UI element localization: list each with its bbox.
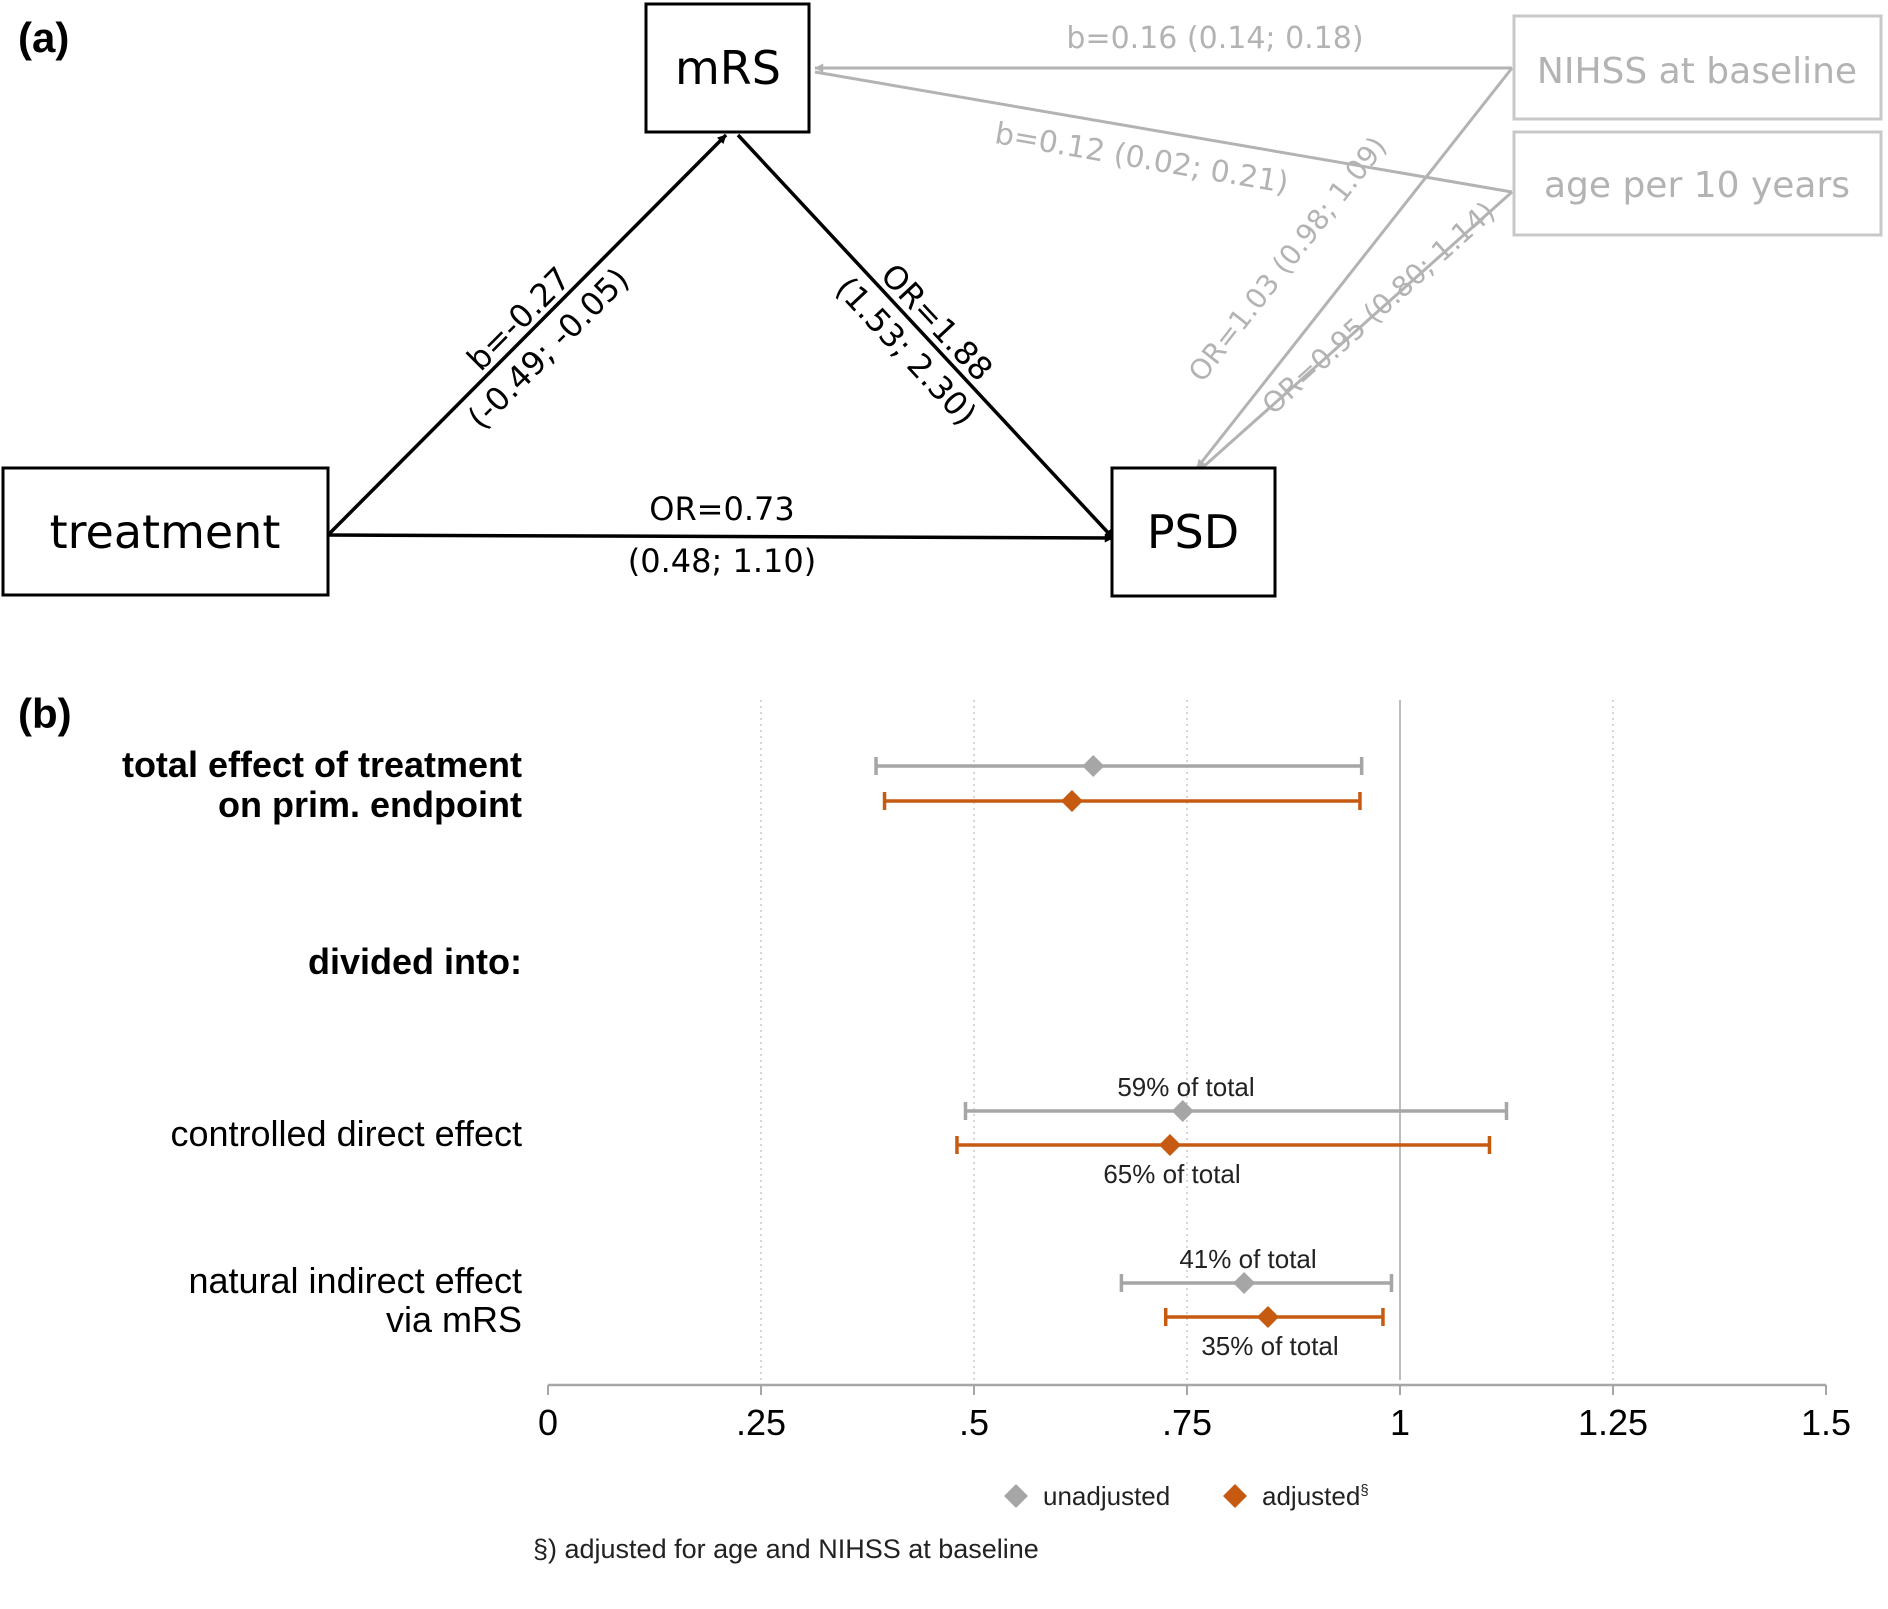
panel-b: (b) total effect of treatment on prim. e… [18, 690, 1851, 1564]
arrow-treatment-to-mrs [326, 133, 728, 537]
arrow-age-to-mrs [814, 70, 1513, 194]
edge-label-treatment-mrs: b=-0.27 (-0.49; -0.05) [459, 259, 636, 436]
plot-marks [874, 755, 1509, 1328]
legend-label-adjusted-mark: § [1360, 1482, 1368, 1499]
arrow-nihss-to-psd [1195, 67, 1514, 469]
footnote: §) adjusted for age and NIHSS at baselin… [533, 1534, 1039, 1564]
arrow-age-to-psd [1201, 190, 1513, 470]
point-estimate-unadjusted [1233, 1272, 1256, 1294]
row-label-direct: controlled direct effect [170, 1113, 522, 1154]
node-nihss-label: NIHSS at baseline [1537, 51, 1857, 92]
x-tick-label: .5 [959, 1402, 989, 1443]
arrow-mrs-to-psd [736, 133, 1115, 540]
ci-adjusted-indirect [1163, 1306, 1385, 1328]
x-tick-label: .25 [736, 1402, 786, 1443]
node-treatment: treatment [1, 466, 330, 597]
main-arrows [326, 133, 1115, 543]
point-estimate-unadjusted [1082, 755, 1105, 777]
legend-label-unadjusted: unadjusted [1043, 1481, 1170, 1511]
annotation-direct-adjusted: 65% of total [1103, 1159, 1240, 1189]
annotation-indirect-adjusted: 35% of total [1201, 1331, 1338, 1361]
legend-label-adjusted-text: adjusted [1262, 1481, 1360, 1511]
x-tick-label: 0 [538, 1402, 558, 1443]
point-estimate-adjusted [1158, 1134, 1181, 1156]
plot-gridlines [760, 700, 1614, 1380]
legend-label-adjusted: adjusted§ [1262, 1481, 1369, 1511]
ci-adjusted-direct [955, 1134, 1492, 1156]
row-label-total-line2: on prim. endpoint [218, 784, 522, 825]
node-mrs-label: mRS [675, 41, 781, 95]
node-psd-label: PSD [1147, 505, 1239, 559]
ci-unadjusted-direct [963, 1100, 1509, 1122]
node-psd: PSD [1110, 466, 1277, 598]
annotation-direct-unadjusted: 59% of total [1117, 1072, 1254, 1102]
point-estimate-adjusted [1256, 1306, 1279, 1328]
row-label-divided: divided into: [308, 941, 522, 982]
legend-marker-unadjusted [1004, 1484, 1028, 1508]
node-nihss: NIHSS at baseline [1512, 14, 1883, 121]
panel-b-label: (b) [18, 690, 72, 737]
row-label-indirect-line1: natural indirect effect [188, 1260, 522, 1301]
node-age-label: age per 10 years [1544, 165, 1850, 206]
x-tick-label: 1.5 [1801, 1402, 1851, 1443]
annotation-indirect-unadjusted: 41% of total [1179, 1244, 1316, 1274]
arrow-treatment-to-psd [327, 533, 1114, 543]
legend-marker-adjusted [1223, 1484, 1247, 1508]
ci-adjusted-total [882, 790, 1362, 812]
edge-treatment-psd-line1: OR=0.73 [649, 490, 794, 528]
x-tick-label: 1 [1390, 1402, 1410, 1443]
row-label-total-line1: total effect of treatment [122, 744, 522, 785]
point-estimate-unadjusted [1171, 1100, 1194, 1122]
panel-a: (a) mRS treatment PSD NIHS [1, 2, 1883, 598]
x-tick-label: .75 [1162, 1402, 1212, 1443]
ci-unadjusted-total [874, 755, 1364, 777]
panel-a-label: (a) [18, 14, 69, 61]
node-treatment-label: treatment [50, 505, 281, 559]
row-label-indirect-line2: via mRS [386, 1299, 522, 1340]
covariate-arrows [814, 63, 1514, 470]
point-estimate-adjusted [1060, 790, 1083, 812]
legend: unadjusted adjusted§ [1004, 1481, 1369, 1511]
edge-treatment-psd-line2: (0.48; 1.10) [628, 542, 816, 580]
node-mrs: mRS [644, 2, 811, 134]
plot-x-axis: 0 .25 .5 .75 1 1.25 1.5 [538, 1383, 1851, 1443]
node-age: age per 10 years [1512, 130, 1883, 237]
ci-unadjusted-indirect [1119, 1272, 1394, 1294]
x-tick-label: 1.25 [1578, 1402, 1648, 1443]
edge-nihss-mrs-label: b=0.16 (0.14; 0.18) [1066, 21, 1363, 56]
